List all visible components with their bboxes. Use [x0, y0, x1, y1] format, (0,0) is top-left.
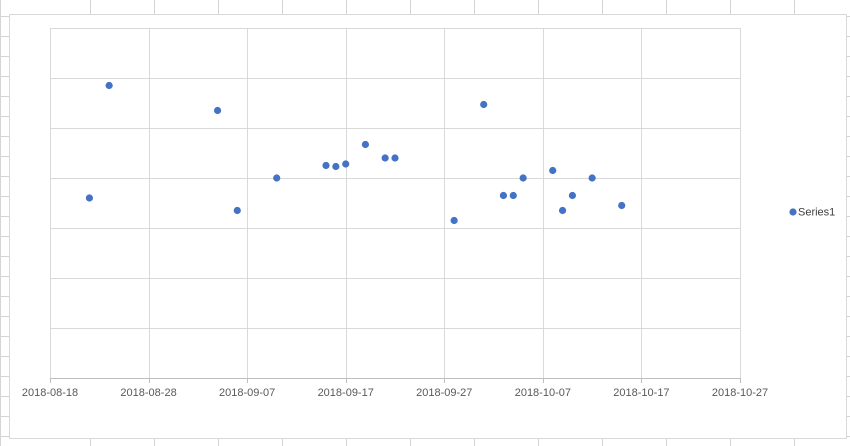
data-point — [85, 194, 94, 202]
x-tick-label: 2018-10-17 — [613, 387, 669, 399]
data-point — [558, 206, 567, 215]
x-tick-label: 2018-08-18 — [22, 387, 78, 399]
data-point — [588, 174, 596, 182]
data-point — [519, 174, 527, 182]
data-point — [499, 191, 508, 200]
data-point — [233, 206, 241, 215]
x-tick-label: 2018-10-07 — [515, 387, 571, 399]
series1-points — [85, 81, 626, 225]
legend-label: Series1 — [798, 207, 835, 219]
data-point — [332, 162, 340, 171]
data-point — [105, 81, 113, 90]
x-tick-label: 2018-09-07 — [219, 387, 275, 399]
data-point — [568, 191, 577, 200]
legend: Series1 — [789, 207, 835, 219]
x-axis — [50, 378, 741, 383]
data-point — [381, 154, 389, 162]
data-point — [549, 166, 557, 175]
data-point — [213, 106, 222, 115]
data-point — [391, 154, 399, 162]
data-point — [342, 160, 350, 168]
x-tick-label: 2018-09-17 — [318, 387, 374, 399]
data-point — [450, 216, 458, 225]
data-point — [509, 191, 517, 200]
x-tick-labels: 2018-08-18 2018-08-28 2018-09-07 2018-09-17… — [22, 387, 768, 399]
data-point — [322, 161, 330, 170]
data-point — [273, 174, 281, 182]
gridlines — [50, 28, 741, 379]
legend-marker — [789, 208, 797, 216]
data-point — [361, 140, 370, 149]
x-tick-label: 2018-10-27 — [712, 387, 768, 399]
x-tick-label: 2018-08-28 — [120, 387, 176, 399]
data-point — [618, 201, 626, 210]
x-tick-label: 2018-09-27 — [416, 387, 472, 399]
chart-area[interactable] — [9, 14, 847, 439]
data-point — [480, 100, 488, 109]
